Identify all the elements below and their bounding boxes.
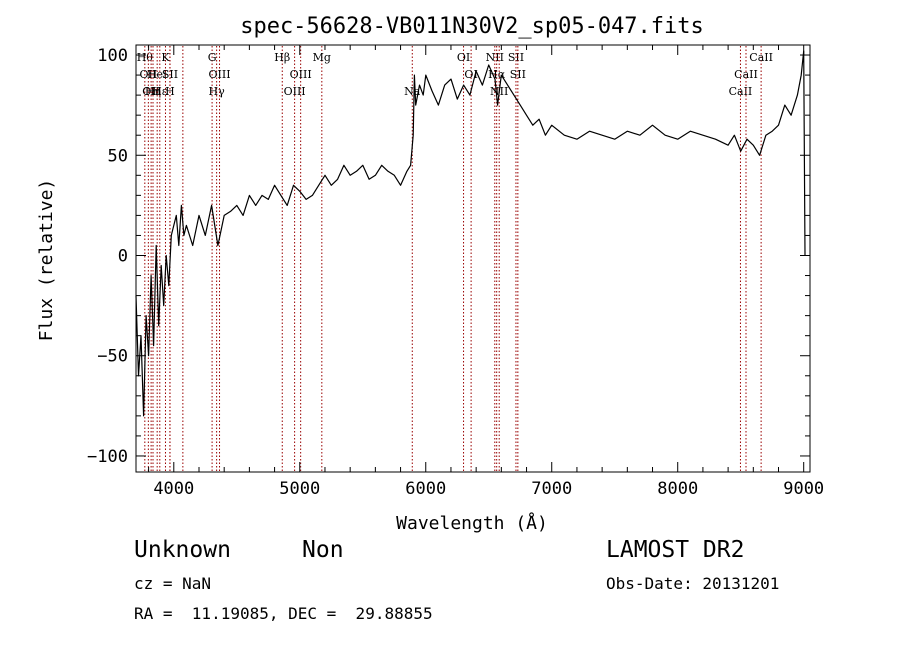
survey-name: LAMOST DR2 [606, 537, 745, 563]
y-tick-label: 0 [118, 246, 128, 266]
spectral-line-label: OII [142, 85, 160, 98]
spectral-line-label: HeI [147, 68, 167, 81]
coordinates: RA = 11.19085, DEC = 29.88855 [134, 604, 433, 623]
spectral-line-label: OIII [284, 85, 306, 98]
y-tick-label: −100 [87, 447, 128, 467]
spectral-line-label: OIII [290, 68, 312, 81]
y-tick-label: 50 [108, 146, 128, 166]
plot-frame [135, 44, 811, 473]
y-axis-label: Flux (relative) [36, 179, 57, 342]
spectrum-line [135, 50, 806, 417]
x-tick-label: 5000 [279, 479, 320, 499]
spectral-line-label: OIII [208, 68, 230, 81]
spectral-line-label: Hε [152, 85, 168, 98]
x-tick-label: 8000 [657, 479, 698, 499]
spectral-line-label: Hθ [137, 51, 154, 64]
spectral-line-label: Hγ [209, 85, 226, 98]
spectral-line-label: CaII [749, 51, 773, 64]
spectral-line-label: CaII [729, 85, 753, 98]
x-tick-label: 9000 [783, 479, 824, 499]
spectral-line-label: CaII [734, 68, 758, 81]
spectral-line-label: SII [510, 68, 526, 81]
spectral-line-label: Na [404, 85, 421, 98]
spectral-line-label: Mg [313, 51, 331, 64]
spectral-line-label: SII [508, 51, 524, 64]
y-tick-label: 100 [97, 46, 128, 66]
spectral-lines-layer: HθOIIOIIHηHeIHεKSIIHGHγOIIIHβOIIIOIIIMgN… [137, 46, 773, 471]
obs-date: Obs-Date: 20131201 [606, 574, 780, 593]
axis-ticks-layer: 4000 5000 6000 7000 8000 9000 −100 −50 0 50 100 [87, 45, 824, 499]
x-axis-label: Wavelength (Å) [396, 512, 548, 534]
redshift-value: cz = NaN [134, 574, 212, 593]
y-tick-label: −50 [97, 347, 128, 367]
object-subclass: Non [302, 537, 344, 563]
x-tick-label: 4000 [153, 479, 194, 499]
spectral-line-label: K [161, 51, 170, 64]
chart-title: spec-56628-VB011N30V2_sp05-047.fits [240, 14, 704, 39]
spectral-line-label: Hβ [274, 51, 290, 64]
spectral-line-label: OI [457, 51, 470, 64]
spectral-line-label: NII [486, 51, 504, 64]
spectrum-layer [135, 50, 806, 417]
x-tick-label: 7000 [531, 479, 572, 499]
spectral-line-label: G [208, 51, 217, 64]
object-class: Unknown [134, 537, 231, 563]
spectral-line-label: H [165, 85, 175, 98]
x-tick-label: 6000 [405, 479, 446, 499]
